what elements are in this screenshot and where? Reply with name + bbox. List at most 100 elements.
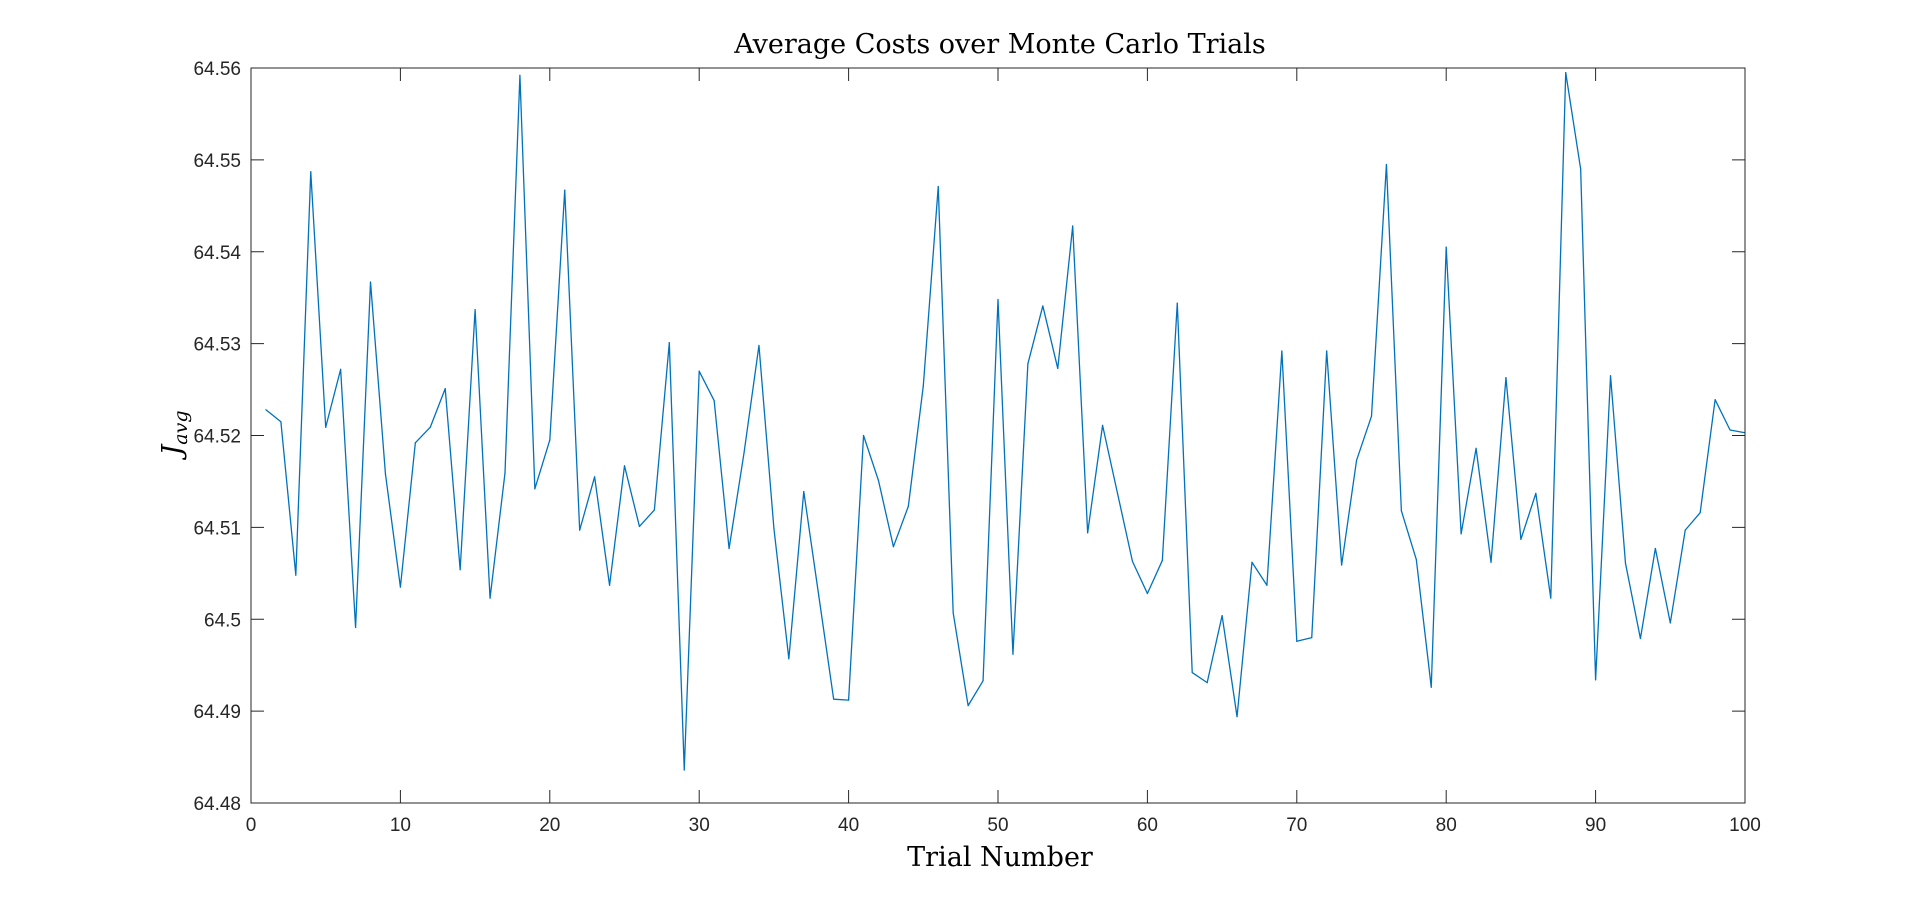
data-point <box>280 421 282 423</box>
x-tick-label: 10 <box>390 815 411 836</box>
data-point <box>818 594 820 596</box>
data-point <box>1236 716 1238 718</box>
data-point <box>698 370 700 372</box>
data-point <box>892 546 895 548</box>
x-tick-label: 80 <box>1436 815 1457 836</box>
data-point <box>1191 671 1193 674</box>
data-point <box>1355 459 1358 461</box>
y-tick-label: 64.53 <box>193 335 241 356</box>
data-point <box>504 472 506 474</box>
series-points <box>265 71 1746 771</box>
data-point <box>758 344 760 347</box>
x-tick-label: 70 <box>1286 815 1307 836</box>
data-point <box>459 569 461 571</box>
data-point <box>549 439 551 441</box>
y-tick-label: 64.48 <box>193 794 241 815</box>
data-point <box>1669 622 1671 624</box>
data-point <box>1221 614 1223 617</box>
x-tick-label: 0 <box>246 815 257 836</box>
data-point <box>1430 686 1432 688</box>
data-point <box>937 185 939 188</box>
data-point <box>1505 377 1507 379</box>
data-point <box>594 476 596 478</box>
data-point <box>1580 168 1582 170</box>
data-point <box>1206 682 1208 684</box>
y-axis-label-main: J <box>157 443 188 461</box>
y-tick-label: 64.52 <box>193 427 241 448</box>
data-point <box>982 680 984 682</box>
data-point <box>1311 637 1313 639</box>
series-line <box>265 71 1746 771</box>
y-tick-labels: 64.48 64.49 64.5 64.51 64.52 64.53 64.54 64.55 6… <box>193 59 241 815</box>
data-point <box>997 298 999 301</box>
data-point <box>788 658 790 660</box>
data-point <box>399 586 401 588</box>
data-point <box>1012 653 1014 655</box>
data-point <box>907 505 909 507</box>
data-point <box>1565 71 1567 74</box>
y-axis-label-subscript: avg <box>170 410 192 444</box>
data-point <box>325 426 327 428</box>
data-point <box>1535 492 1537 494</box>
data-point <box>1370 415 1373 417</box>
data-point <box>1415 558 1417 561</box>
data-point <box>1595 679 1597 681</box>
data-point <box>354 626 357 629</box>
data-point <box>713 399 715 402</box>
y-axis-label: Javg <box>157 410 192 460</box>
data-point <box>1161 559 1163 562</box>
y-tick-label: 64.5 <box>204 610 241 631</box>
data-point <box>848 699 850 701</box>
data-point <box>1639 637 1642 640</box>
data-point <box>265 409 267 411</box>
data-point <box>1550 597 1552 599</box>
x-tick-label: 50 <box>987 815 1008 836</box>
plot-area <box>251 68 1745 803</box>
data-point <box>1729 429 1731 431</box>
data-point <box>1146 592 1148 595</box>
data-point <box>429 426 431 428</box>
chart-title: Average Costs over Monte Carlo Trials <box>733 29 1266 60</box>
data-point <box>1445 246 1447 248</box>
data-point <box>534 488 536 490</box>
data-point <box>1460 533 1462 535</box>
data-point <box>474 309 476 311</box>
y-tick-label: 64.49 <box>193 702 241 723</box>
x-tick-label: 100 <box>1729 815 1761 836</box>
x-tick-label: 90 <box>1585 815 1606 836</box>
data-point <box>623 465 626 467</box>
data-point <box>1624 562 1627 564</box>
y-tick-label: 64.51 <box>193 518 241 539</box>
data-point <box>579 529 581 531</box>
y-tick-label: 64.56 <box>193 59 241 80</box>
data-point <box>1087 532 1089 534</box>
data-point <box>653 509 655 511</box>
axes-frame <box>250 67 1746 804</box>
data-point <box>1266 584 1268 586</box>
data-point <box>728 547 730 550</box>
data-point <box>1326 350 1328 352</box>
data-point <box>1131 560 1134 562</box>
x-tick-label: 60 <box>1137 815 1158 836</box>
data-point <box>862 434 865 437</box>
data-point <box>295 574 297 576</box>
data-point <box>1490 561 1492 563</box>
data-point <box>803 490 805 493</box>
data-point <box>1027 363 1029 365</box>
data-point <box>1714 399 1716 401</box>
data-point <box>1609 375 1612 377</box>
data-point <box>414 442 416 444</box>
data-point <box>1475 447 1477 449</box>
data-point <box>1251 561 1253 563</box>
data-point <box>952 612 954 614</box>
data-point <box>743 452 745 454</box>
data-point <box>877 479 880 482</box>
data-point <box>1699 512 1701 514</box>
data-point <box>922 385 924 387</box>
data-point <box>1072 225 1074 227</box>
x-tick-label: 40 <box>838 815 859 836</box>
data-point <box>1281 350 1283 352</box>
data-point <box>1341 564 1343 566</box>
data-point <box>668 342 670 344</box>
